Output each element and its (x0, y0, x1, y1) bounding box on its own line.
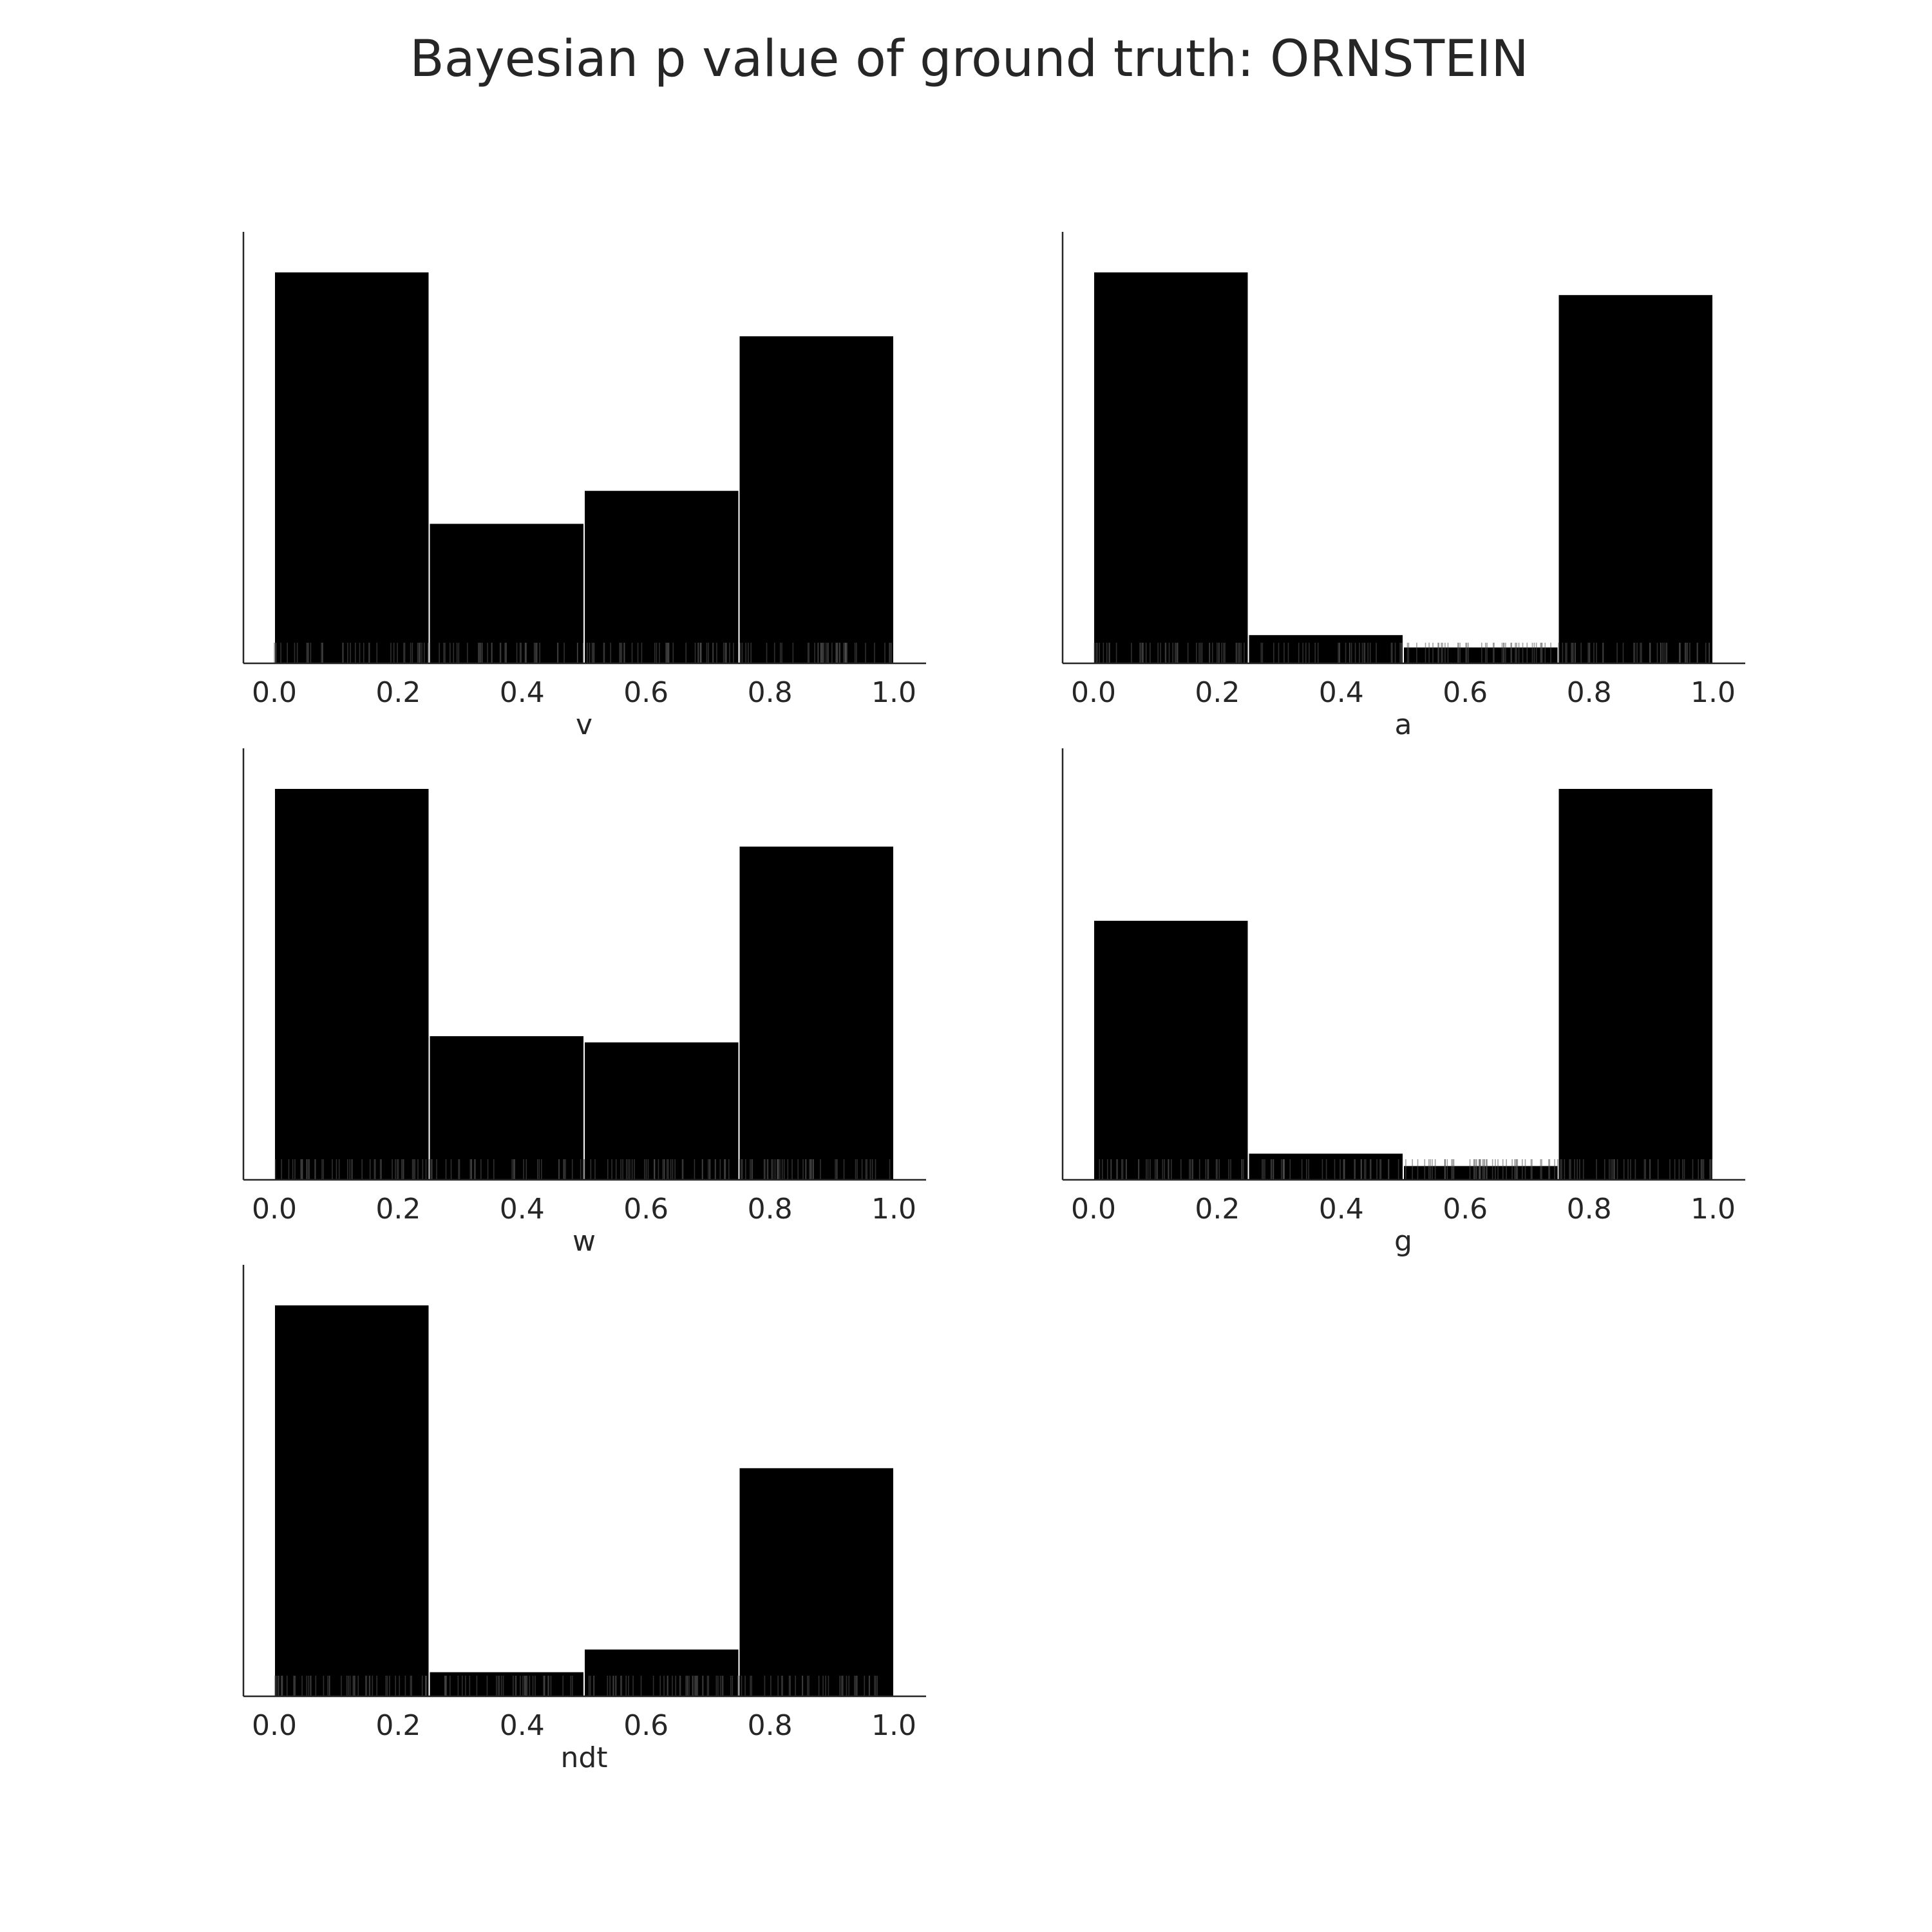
x-tick-label: 0.2 (1195, 1193, 1240, 1226)
histogram-bar (738, 1466, 895, 1698)
x-tick-label: 0.4 (500, 1193, 545, 1226)
histogram-bar (274, 271, 430, 664)
subplot-ndt: 0.0 0.2 0.4 0.6 0.8 1.0 ndt (242, 1265, 926, 1774)
x-axis-label: a (1395, 708, 1412, 741)
x-tick-label: 0.6 (623, 1193, 668, 1226)
x-tick-label: 0.6 (1443, 676, 1488, 709)
x-tick-label: 0.0 (1071, 676, 1116, 709)
x-axis-label: g (1394, 1225, 1412, 1258)
x-axis-label: ndt (560, 1741, 607, 1774)
histogram-bar (1093, 919, 1249, 1181)
rug-marks (1099, 1159, 1713, 1180)
x-tick-label: 0.0 (252, 676, 297, 709)
x-tick-label: 0.2 (1195, 676, 1240, 709)
x-tick-label: 0.0 (252, 1193, 297, 1226)
histogram-bar (428, 1671, 585, 1698)
histogram-bar (1557, 788, 1714, 1180)
figure-title: Bayesian p value of ground truth: ORNSTE… (410, 30, 1529, 88)
histogram-bar (1093, 271, 1249, 664)
histogram-bar (428, 522, 585, 665)
x-tick-label: 0.4 (500, 676, 545, 709)
histogram-bar (428, 1035, 585, 1180)
histogram-bar (583, 1041, 740, 1180)
x-tick-label: 1.0 (871, 1709, 916, 1742)
x-tick-label: 0.4 (500, 1709, 545, 1742)
x-tick-label: 0.8 (748, 676, 793, 709)
x-tick-label: 1.0 (1690, 676, 1736, 709)
x-tick-label: 0.8 (748, 1193, 793, 1226)
subplot-a: 0.0 0.2 0.4 0.6 0.8 1.0 a (1061, 232, 1745, 741)
x-tick-label: 0.4 (1319, 676, 1364, 709)
x-axis-label: w (573, 1225, 596, 1258)
x-tick-label: 1.0 (871, 1193, 916, 1226)
x-tick-label: 0.0 (252, 1709, 297, 1742)
histogram-bar (738, 845, 895, 1180)
x-tick-label: 0.6 (623, 1709, 668, 1742)
subplot-g: 0.0 0.2 0.4 0.6 0.8 1.0 g (1061, 748, 1745, 1258)
histogram-bar (274, 788, 430, 1180)
x-tick-label: 0.2 (375, 1709, 421, 1742)
subplot-v: 0.0 0.2 0.4 0.6 0.8 1.0 v (242, 232, 926, 741)
rug-marks (274, 1159, 891, 1180)
x-tick-label: 0.6 (1443, 1193, 1488, 1226)
x-tick-label: 0.8 (748, 1709, 793, 1742)
x-axis-label: v (576, 708, 592, 741)
x-tick-label: 0.0 (1071, 1193, 1116, 1226)
x-tick-label: 0.6 (623, 676, 668, 709)
subplot-grid: 0.0 0.2 0.4 0.6 0.8 1.0v0.0 0.2 0.4 0.6 0.8 1.0a0.… (242, 232, 1745, 1774)
x-tick-label: 0.8 (1567, 1193, 1612, 1226)
x-tick-label: 0.2 (375, 1193, 421, 1226)
x-tick-label: 1.0 (871, 676, 916, 709)
histogram-bar (738, 335, 895, 664)
histogram-bar (1247, 634, 1404, 665)
histogram-bar (583, 489, 740, 664)
x-tick-label: 0.4 (1319, 1193, 1364, 1226)
rug-marks (1094, 643, 1710, 663)
x-tick-label: 1.0 (1690, 1193, 1736, 1226)
histogram-bar (274, 1304, 430, 1697)
rug-marks (274, 643, 893, 663)
x-tick-label: 0.8 (1567, 676, 1612, 709)
histogram-bar (1557, 294, 1714, 664)
histogram-bar (583, 1648, 740, 1697)
subplot-w: 0.0 0.2 0.4 0.6 0.8 1.0 w (242, 748, 926, 1258)
x-tick-label: 0.2 (375, 676, 421, 709)
histogram-bar (1403, 646, 1559, 665)
rug-marks (274, 1676, 878, 1696)
